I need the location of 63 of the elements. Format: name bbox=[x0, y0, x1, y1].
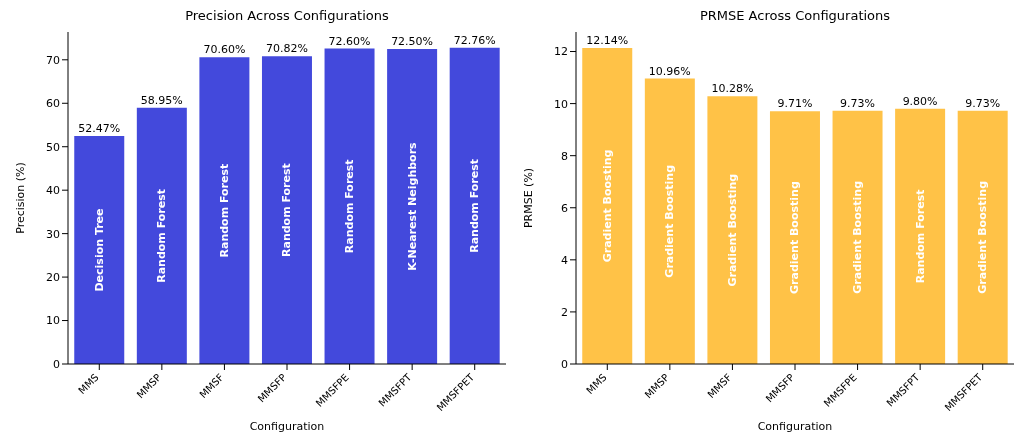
data-label: 9.73% bbox=[965, 96, 1001, 110]
annotation: Decision Tree bbox=[92, 208, 106, 292]
bar bbox=[199, 57, 250, 364]
bar bbox=[644, 78, 695, 364]
bar bbox=[707, 96, 758, 364]
y-tick-label: 8 bbox=[561, 149, 568, 163]
data-label: 52.47% bbox=[78, 121, 121, 135]
y-tick-label: 10 bbox=[46, 314, 60, 328]
bar bbox=[895, 108, 946, 364]
y-axis-title: PRMSE (%) bbox=[521, 167, 535, 229]
annotation: Random Forest bbox=[280, 163, 294, 258]
data-label: 9.73% bbox=[840, 96, 876, 110]
annotation: Gradient Boosting bbox=[600, 149, 614, 263]
x-axis-title: Configuration bbox=[757, 420, 833, 433]
bar bbox=[957, 110, 1008, 364]
y-tick-label: 6 bbox=[561, 201, 568, 215]
annotation: Random Forest bbox=[155, 189, 169, 283]
data-label: 70.60% bbox=[203, 43, 246, 57]
y-tick-label: 70 bbox=[46, 53, 60, 67]
data-label: 10.96% bbox=[648, 64, 691, 78]
bar bbox=[832, 110, 883, 364]
bar bbox=[449, 47, 500, 364]
data-label: 9.71% bbox=[777, 97, 813, 111]
data-label: 12.14% bbox=[586, 33, 629, 47]
data-label: 72.50% bbox=[391, 34, 434, 48]
chart-title: PRMSE Across Configurations bbox=[698, 8, 892, 25]
annotation: Gradient Boosting bbox=[788, 181, 802, 294]
y-axis-title: Precision (%) bbox=[13, 162, 27, 234]
y-tick-label: 50 bbox=[46, 140, 60, 154]
bar bbox=[769, 111, 820, 364]
y-tick-label: 30 bbox=[46, 227, 60, 241]
bar bbox=[136, 107, 187, 364]
y-tick-label: 0 bbox=[561, 357, 568, 371]
data-label: 72.76% bbox=[453, 33, 496, 47]
data-label: 9.80% bbox=[902, 94, 938, 108]
y-tick-label: 12 bbox=[554, 45, 568, 59]
x-axis-title: Configuration bbox=[249, 420, 325, 433]
y-tick-label: 10 bbox=[554, 97, 568, 111]
annotation: Random Forest bbox=[217, 163, 231, 258]
bar bbox=[261, 56, 312, 364]
y-tick-label: 2 bbox=[561, 305, 568, 319]
annotation: Gradient Boosting bbox=[851, 180, 865, 294]
data-label: 70.82% bbox=[265, 42, 308, 56]
y-tick-label: 4 bbox=[561, 253, 568, 267]
annotation: Random Forest bbox=[913, 189, 927, 284]
y-tick-label: 60 bbox=[46, 97, 60, 111]
bar bbox=[387, 48, 438, 364]
y-tick-label: 20 bbox=[46, 270, 60, 284]
annotation: Gradient Boosting bbox=[725, 173, 739, 287]
annotation: Random Forest bbox=[343, 159, 357, 254]
y-tick-label: 0 bbox=[53, 357, 60, 371]
annotation: Gradient Boosting bbox=[976, 180, 990, 294]
data-label: 10.28% bbox=[711, 82, 754, 96]
bar bbox=[582, 47, 633, 364]
annotation: Random Forest bbox=[468, 159, 482, 253]
annotation: K-Nearest Neighbors bbox=[405, 141, 419, 271]
data-label: 72.60% bbox=[328, 34, 371, 48]
bar bbox=[74, 135, 125, 364]
y-tick-label: 40 bbox=[46, 184, 60, 198]
data-label: 58.95% bbox=[140, 93, 183, 107]
bar bbox=[324, 48, 375, 364]
annotation: Gradient Boosting bbox=[663, 164, 677, 278]
chart-title: Precision Across Configurations bbox=[184, 8, 390, 25]
